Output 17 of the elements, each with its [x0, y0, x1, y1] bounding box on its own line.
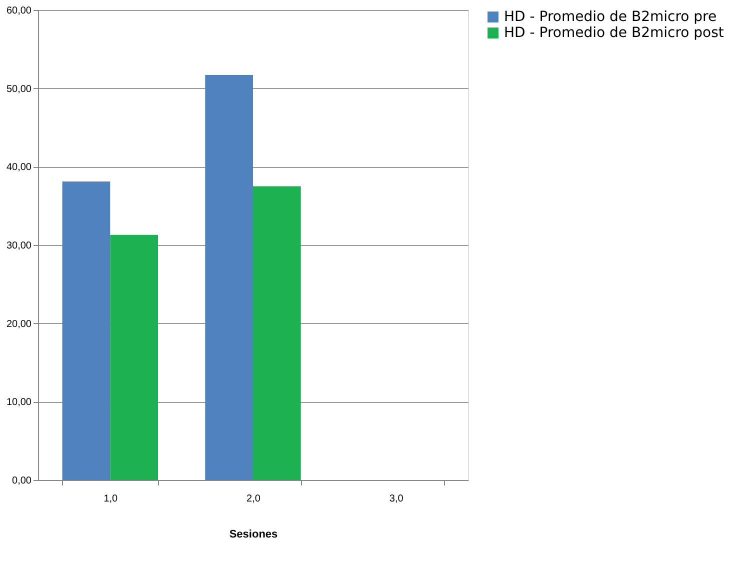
- legend-label: HD - Promedio de B2micro pre: [504, 9, 717, 25]
- legend-label: HD - Promedio de B2micro post: [504, 25, 724, 41]
- x-tick-label: 1,0: [104, 494, 118, 504]
- bar: [205, 75, 253, 480]
- y-tick-label: 30,00: [6, 240, 32, 252]
- bar: [253, 186, 301, 480]
- x-axis-title: Sesiones: [229, 528, 278, 540]
- y-tick-label: 0,00: [12, 476, 32, 486]
- y-tick-label: 40,00: [6, 162, 32, 174]
- x-tick-label: 2,0: [246, 494, 261, 504]
- bar: [62, 182, 110, 480]
- x-tick-label: 3,0: [389, 494, 404, 504]
- bar: [110, 234, 158, 480]
- y-tick-label: 10,00: [6, 397, 32, 408]
- y-tick-label: 20,00: [6, 318, 32, 330]
- y-tick-label: 60,00: [6, 6, 32, 16]
- y-tick-label: 50,00: [6, 84, 32, 95]
